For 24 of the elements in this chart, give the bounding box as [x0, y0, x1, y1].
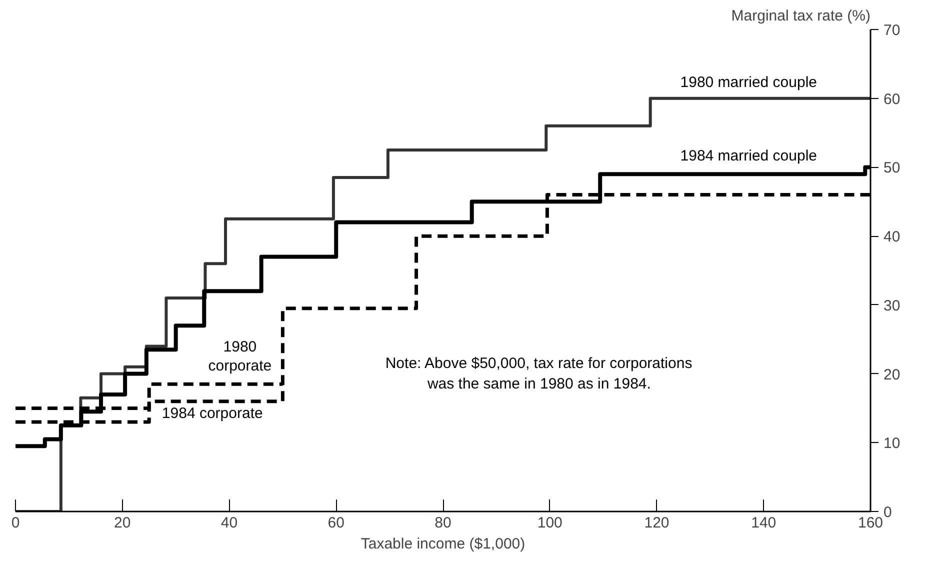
series-label: 1980 corporate	[208, 338, 272, 374]
y-tick-label: 70	[884, 22, 900, 39]
x-tick-label: 20	[114, 514, 131, 532]
x-tick-label: 0	[11, 514, 20, 532]
series-label: 1984 corporate	[162, 405, 263, 422]
x-tick-label: 60	[328, 514, 344, 532]
x-tick-label: 80	[434, 514, 452, 532]
series-label: 1980 married couple	[680, 74, 818, 92]
x-tick-label: 140	[751, 514, 776, 532]
y-tick-label: 40	[884, 228, 900, 246]
y-tick-label: 50	[884, 160, 900, 177]
y-axis-title: Marginal tax rate (%)	[731, 8, 871, 24]
y-tick-label: 60	[884, 90, 900, 108]
y-tick-label: 0	[884, 504, 892, 521]
x-tick-label: 120	[644, 514, 670, 532]
y-tick-label: 20	[884, 366, 900, 384]
x-tick-label: 100	[537, 514, 562, 532]
x-tick-label: 40	[220, 514, 238, 532]
series-label: 1984 married couple	[680, 148, 818, 165]
x-tick-label: 160	[858, 514, 884, 532]
annotation: Note: Above $50,000, tax rate for corporations was the same in 1980 as in 1984.	[385, 355, 692, 392]
y-tick-label: 30	[884, 297, 900, 314]
x-axis-title: Taxable income ($1,000)	[360, 536, 526, 552]
y-tick-label: 10	[884, 435, 900, 452]
